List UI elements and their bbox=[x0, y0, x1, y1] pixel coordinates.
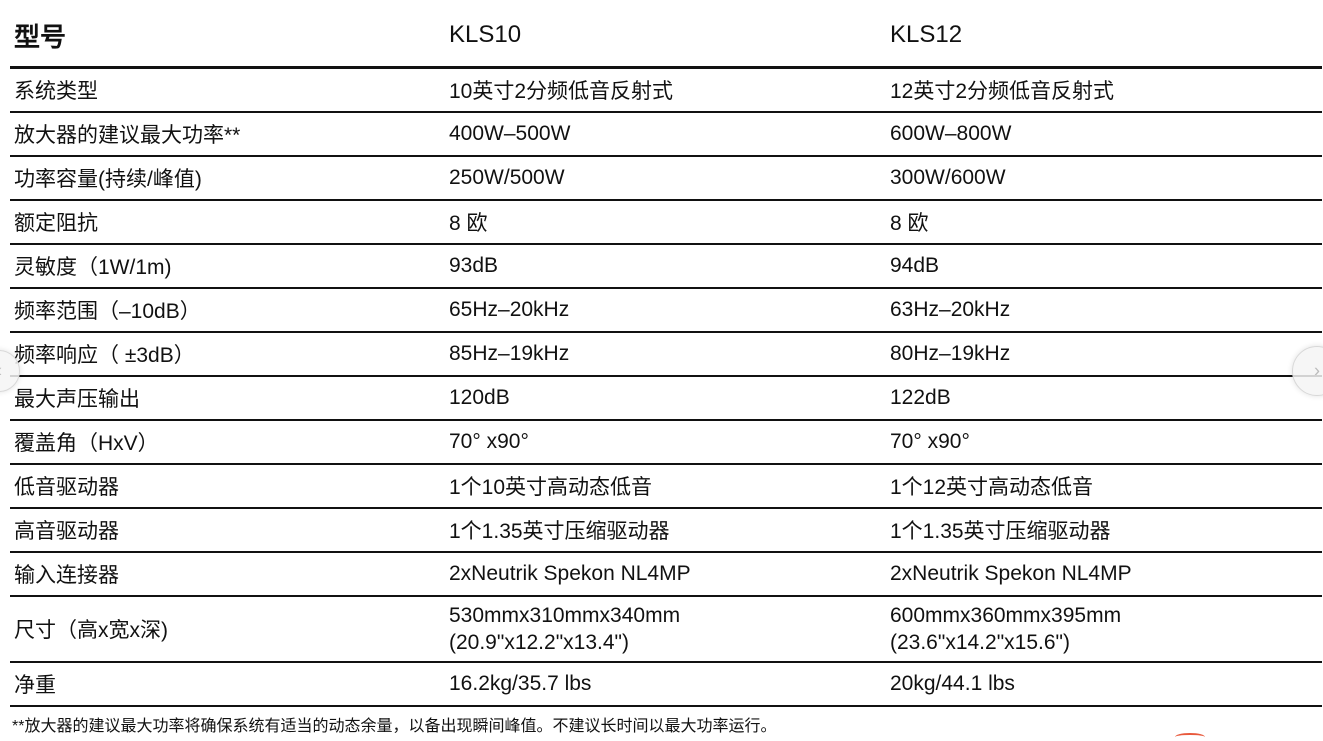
row-label: 低音驱动器 bbox=[14, 476, 119, 499]
row-value-kls10: 2xNeutrik Spekon NL4MP bbox=[449, 562, 691, 585]
row-label: 净重 bbox=[14, 674, 56, 697]
dimensions-metric: 530mmx310mmx340mm bbox=[449, 604, 681, 627]
row-value-kls10: 530mmx310mmx340mm (20.9"x12.2"x13.4") bbox=[449, 597, 680, 661]
row-value-kls12: 94dB bbox=[890, 254, 940, 277]
corner-logo-icon bbox=[1175, 733, 1205, 741]
chevron-right-icon: › bbox=[1314, 360, 1320, 381]
table-row: 低音驱动器 1个10英寸高动态低音 1个12英寸高动态低音 bbox=[10, 465, 1322, 509]
row-value-kls12: 600mmx360mmx395mm (23.6"x14.2"x15.6") bbox=[890, 597, 1121, 661]
chevron-left-icon: ‹ bbox=[0, 361, 2, 382]
spec-table: 型号 KLS10 KLS12 系统类型 10英寸2分频低音反射式 12英寸2分频… bbox=[10, 0, 1322, 707]
row-label: 功率容量(持续/峰值) bbox=[14, 168, 202, 191]
row-value-kls10: 250W/500W bbox=[449, 166, 565, 189]
table-row: 放大器的建议最大功率** 400W–500W 600W–800W bbox=[10, 113, 1322, 157]
row-label: 高音驱动器 bbox=[14, 520, 119, 543]
row-value-kls10: 93dB bbox=[449, 254, 499, 277]
row-label: 灵敏度（1W/1m) bbox=[14, 256, 172, 279]
row-value-kls12: 1个1.35英寸压缩驱动器 bbox=[890, 520, 1111, 543]
row-value-kls12: 80Hz–19kHz bbox=[890, 342, 1011, 365]
row-value-kls10: 8 欧 bbox=[449, 212, 488, 235]
row-value-kls12: 600W–800W bbox=[890, 122, 1012, 145]
dimensions-imperial: (20.9"x12.2"x13.4") bbox=[449, 631, 629, 654]
table-row: 高音驱动器 1个1.35英寸压缩驱动器 1个1.35英寸压缩驱动器 bbox=[10, 509, 1322, 553]
table-row: 净重 16.2kg/35.7 lbs 20kg/44.1 lbs bbox=[10, 663, 1322, 707]
table-row: 功率容量(持续/峰值) 250W/500W 300W/600W bbox=[10, 157, 1322, 201]
table-header-row: 型号 KLS10 KLS12 bbox=[10, 0, 1322, 69]
header-col-kls12: KLS12 bbox=[890, 21, 963, 48]
row-value-kls10: 400W–500W bbox=[449, 122, 571, 145]
row-value-kls12: 8 欧 bbox=[890, 212, 929, 235]
row-value-kls12: 12英寸2分频低音反射式 bbox=[890, 80, 1115, 103]
row-label: 频率范围（–10dB） bbox=[14, 300, 201, 323]
table-row: 最大声压输出 120dB 122dB bbox=[10, 377, 1322, 421]
table-row: 灵敏度（1W/1m) 93dB 94dB bbox=[10, 245, 1322, 289]
table-row: 系统类型 10英寸2分频低音反射式 12英寸2分频低音反射式 bbox=[10, 69, 1322, 113]
row-value-kls10: 70° x90° bbox=[449, 430, 529, 453]
table-row: 频率范围（–10dB） 65Hz–20kHz 63Hz–20kHz bbox=[10, 289, 1322, 333]
row-label: 系统类型 bbox=[14, 80, 98, 103]
row-label: 放大器的建议最大功率** bbox=[14, 124, 241, 147]
footnote: **放大器的建议最大功率将确保系统有适当的动态余量，以备出现瞬间峰值。不建议长时… bbox=[12, 718, 777, 735]
table-row: 频率响应（ ±3dB） 85Hz–19kHz 80Hz–19kHz bbox=[10, 333, 1322, 377]
dimensions-imperial: (23.6"x14.2"x15.6") bbox=[890, 631, 1070, 654]
table-row: 尺寸（高x宽x深) 530mmx310mmx340mm (20.9"x12.2"… bbox=[10, 597, 1322, 663]
row-value-kls12: 70° x90° bbox=[890, 430, 970, 453]
row-value-kls10: 1个10英寸高动态低音 bbox=[449, 476, 653, 499]
row-value-kls10: 16.2kg/35.7 lbs bbox=[449, 672, 592, 695]
dimensions-metric: 600mmx360mmx395mm bbox=[890, 604, 1122, 627]
row-value-kls10: 85Hz–19kHz bbox=[449, 342, 570, 365]
row-label: 最大声压输出 bbox=[14, 388, 140, 411]
row-label: 额定阻抗 bbox=[14, 212, 98, 235]
row-value-kls10: 120dB bbox=[449, 386, 510, 409]
row-value-kls12: 63Hz–20kHz bbox=[890, 298, 1011, 321]
table-row: 额定阻抗 8 欧 8 欧 bbox=[10, 201, 1322, 245]
header-model-label: 型号 bbox=[14, 21, 67, 52]
row-value-kls12: 1个12英寸高动态低音 bbox=[890, 476, 1094, 499]
row-value-kls10: 10英寸2分频低音反射式 bbox=[449, 80, 674, 103]
table-row: 覆盖角（HxV） 70° x90° 70° x90° bbox=[10, 421, 1322, 465]
row-value-kls12: 20kg/44.1 lbs bbox=[890, 672, 1015, 695]
row-label: 频率响应（ ±3dB） bbox=[14, 344, 195, 367]
row-value-kls10: 1个1.35英寸压缩驱动器 bbox=[449, 520, 670, 543]
row-label: 尺寸（高x宽x深) bbox=[14, 619, 168, 642]
row-value-kls10: 65Hz–20kHz bbox=[449, 298, 570, 321]
row-label: 输入连接器 bbox=[14, 564, 119, 587]
row-label: 覆盖角（HxV） bbox=[14, 432, 159, 455]
table-row: 输入连接器 2xNeutrik Spekon NL4MP 2xNeutrik S… bbox=[10, 553, 1322, 597]
header-col-kls10: KLS10 bbox=[449, 21, 522, 48]
row-value-kls12: 300W/600W bbox=[890, 166, 1006, 189]
row-value-kls12: 2xNeutrik Spekon NL4MP bbox=[890, 562, 1132, 585]
row-value-kls12: 122dB bbox=[890, 386, 951, 409]
